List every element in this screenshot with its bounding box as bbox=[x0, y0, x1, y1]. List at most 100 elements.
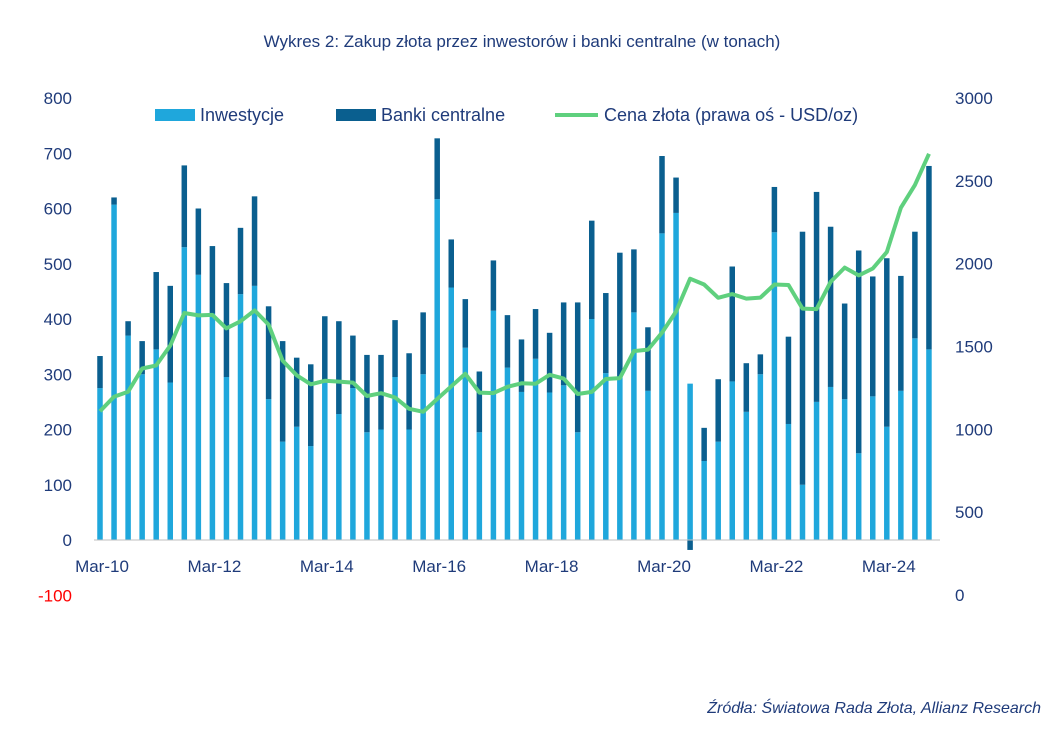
y-right-tick-label: 2000 bbox=[955, 255, 993, 274]
bar-central-banks bbox=[673, 177, 679, 213]
bar-central-banks bbox=[546, 332, 553, 393]
x-tick-label: Mar-16 bbox=[412, 557, 466, 576]
bar-central-banks bbox=[462, 299, 469, 348]
bar-investment bbox=[631, 312, 637, 540]
y-right-tick-label: 2500 bbox=[955, 172, 993, 191]
x-axis: Mar-10 Mar-12 Mar-14 Mar-16 Mar-18 Mar-20 Mar-… bbox=[75, 557, 916, 576]
y-right-tick-label: 0 bbox=[955, 586, 964, 605]
legend: Inwestycje Banki centralne Cena złota (p… bbox=[155, 105, 858, 125]
bar-investment bbox=[532, 358, 539, 540]
bar-central-banks bbox=[574, 302, 581, 433]
bar-central-banks bbox=[841, 303, 848, 400]
bar-central-banks bbox=[111, 197, 117, 205]
bar-central-banks bbox=[645, 327, 651, 391]
bar-investment bbox=[420, 374, 426, 540]
bar-investment bbox=[771, 232, 778, 540]
bar-central-banks bbox=[729, 266, 735, 382]
bar-central-banks bbox=[420, 312, 426, 375]
bar-central-banks bbox=[406, 353, 412, 430]
bar-investment bbox=[223, 377, 230, 540]
bar-central-banks bbox=[209, 246, 216, 314]
bar-investment bbox=[237, 294, 244, 540]
y-axis-right: 0 500 1000 1500 2000 2500 3000 bbox=[955, 89, 993, 605]
bar-investment bbox=[378, 429, 384, 540]
y-left-tick-label: 300 bbox=[44, 365, 72, 384]
bar-central-banks bbox=[532, 309, 539, 359]
bar-investment bbox=[841, 399, 848, 540]
source-note: Źródła: Światowa Rada Złota, Allianz Res… bbox=[707, 700, 1041, 717]
bar-central-banks bbox=[153, 272, 159, 350]
bar-central-banks bbox=[392, 320, 398, 378]
bar-investment bbox=[574, 432, 581, 540]
x-tick-label: Mar-14 bbox=[300, 557, 354, 576]
bar-central-banks bbox=[799, 231, 806, 485]
bar-central-banks bbox=[827, 226, 834, 387]
bar-central-banks bbox=[617, 252, 623, 378]
legend-label-central-banks: Banki centralne bbox=[381, 105, 505, 125]
bar-central-banks bbox=[687, 540, 693, 550]
bar-investment bbox=[898, 390, 904, 540]
bar-investment bbox=[364, 432, 370, 540]
bar-central-banks bbox=[293, 357, 300, 427]
bar-investment bbox=[617, 377, 623, 540]
bar-central-banks bbox=[855, 250, 862, 454]
bar-central-banks bbox=[631, 249, 637, 313]
bar-investment bbox=[97, 388, 103, 540]
x-tick-label: Mar-24 bbox=[862, 557, 916, 576]
bar-series bbox=[97, 138, 932, 550]
y-left-tick-label: 400 bbox=[44, 310, 72, 329]
bar-central-banks bbox=[336, 321, 342, 415]
bar-central-banks bbox=[504, 315, 511, 368]
bar-investment bbox=[167, 382, 173, 540]
bar-investment bbox=[870, 396, 876, 540]
y-right-tick-label: 500 bbox=[955, 503, 983, 522]
bar-central-banks bbox=[279, 341, 286, 442]
bar-central-banks bbox=[715, 379, 721, 442]
bar-central-banks bbox=[448, 239, 454, 288]
bar-investment bbox=[546, 392, 553, 540]
bar-investment bbox=[926, 349, 932, 540]
bar-investment bbox=[350, 388, 356, 540]
bar-central-banks bbox=[350, 335, 356, 389]
bar-central-banks bbox=[251, 196, 258, 286]
bar-investment bbox=[392, 377, 398, 540]
bar-investment bbox=[645, 390, 651, 540]
bar-central-banks bbox=[195, 208, 202, 275]
bar-central-banks bbox=[97, 356, 103, 389]
bar-investment bbox=[743, 411, 750, 540]
bar-central-banks bbox=[518, 339, 525, 392]
bar-investment bbox=[279, 441, 286, 540]
bar-investment bbox=[827, 386, 834, 540]
bar-investment bbox=[912, 338, 918, 540]
bar-investment bbox=[504, 367, 511, 540]
bar-central-banks bbox=[813, 191, 820, 402]
x-tick-label: Mar-10 bbox=[75, 557, 129, 576]
bar-investment bbox=[855, 453, 862, 540]
bar-investment bbox=[476, 432, 483, 540]
bar-investment bbox=[884, 426, 890, 540]
bar-central-banks bbox=[139, 341, 145, 375]
bar-investment bbox=[125, 335, 131, 540]
x-tick-label: Mar-18 bbox=[525, 557, 579, 576]
bar-investment bbox=[181, 247, 188, 541]
y-right-tick-label: 1000 bbox=[955, 420, 993, 439]
bar-investment bbox=[757, 374, 764, 540]
bar-investment bbox=[434, 199, 440, 541]
y-right-tick-label: 3000 bbox=[955, 89, 993, 108]
bar-central-banks bbox=[476, 371, 483, 433]
bar-central-banks bbox=[181, 165, 188, 248]
bar-investment bbox=[406, 429, 412, 540]
bar-central-banks bbox=[884, 258, 890, 427]
bar-central-banks bbox=[560, 302, 567, 386]
bar-central-banks bbox=[785, 336, 792, 424]
y-left-tick-label: 700 bbox=[44, 144, 72, 163]
bar-investment bbox=[813, 401, 820, 540]
bar-central-banks bbox=[490, 260, 497, 311]
bar-central-banks bbox=[870, 276, 876, 397]
bar-investment bbox=[139, 374, 145, 540]
bar-central-banks bbox=[743, 363, 750, 412]
price-line-series bbox=[98, 152, 931, 414]
bar-central-banks bbox=[771, 186, 778, 233]
x-tick-label: Mar-12 bbox=[187, 557, 241, 576]
